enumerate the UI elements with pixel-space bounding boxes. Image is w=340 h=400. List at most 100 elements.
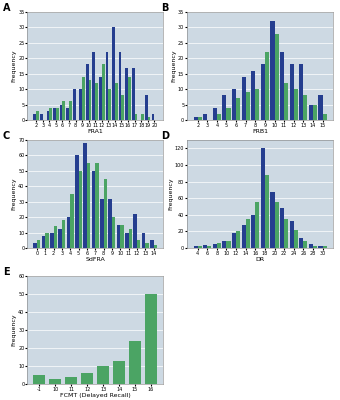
- Bar: [194, 117, 198, 120]
- Bar: [121, 95, 124, 120]
- Bar: [271, 192, 274, 248]
- Bar: [99, 77, 102, 120]
- Bar: [33, 243, 37, 248]
- Bar: [79, 171, 82, 248]
- Bar: [56, 108, 58, 120]
- Bar: [261, 148, 265, 248]
- Bar: [59, 104, 62, 120]
- Bar: [53, 226, 57, 248]
- Bar: [141, 114, 144, 120]
- Bar: [299, 64, 303, 120]
- Bar: [89, 80, 91, 120]
- Bar: [284, 219, 288, 248]
- Bar: [255, 202, 259, 248]
- Bar: [145, 243, 149, 248]
- Bar: [294, 89, 298, 120]
- Bar: [92, 52, 95, 120]
- X-axis label: DR: DR: [256, 257, 265, 262]
- Y-axis label: Frequency: Frequency: [12, 50, 17, 82]
- Bar: [203, 245, 207, 248]
- Bar: [271, 21, 274, 120]
- Y-axis label: Frequency: Frequency: [168, 178, 173, 210]
- Bar: [104, 178, 107, 248]
- Bar: [255, 89, 259, 120]
- Bar: [73, 89, 75, 120]
- Bar: [226, 241, 231, 248]
- Bar: [70, 194, 74, 248]
- Y-axis label: Frequency: Frequency: [12, 314, 17, 346]
- Bar: [112, 28, 115, 120]
- Bar: [313, 104, 317, 120]
- Bar: [62, 220, 65, 248]
- Bar: [112, 217, 115, 248]
- Bar: [280, 208, 284, 248]
- Bar: [83, 143, 87, 248]
- Bar: [251, 71, 255, 120]
- Bar: [213, 244, 217, 248]
- Bar: [323, 114, 326, 120]
- Bar: [294, 230, 298, 248]
- Bar: [36, 111, 39, 120]
- Bar: [133, 214, 137, 248]
- Bar: [81, 373, 93, 384]
- Bar: [232, 89, 236, 120]
- Bar: [86, 64, 89, 120]
- Bar: [236, 231, 240, 248]
- Bar: [95, 163, 99, 248]
- Text: E: E: [3, 267, 9, 277]
- Bar: [50, 232, 53, 248]
- Bar: [129, 230, 132, 248]
- Bar: [217, 114, 221, 120]
- Bar: [203, 114, 207, 120]
- Y-axis label: Frequency: Frequency: [12, 178, 17, 210]
- Bar: [47, 111, 49, 120]
- Bar: [142, 232, 145, 248]
- X-axis label: FRB1: FRB1: [252, 129, 268, 134]
- Bar: [207, 246, 211, 248]
- Bar: [309, 244, 313, 248]
- Bar: [284, 83, 288, 120]
- Bar: [323, 246, 326, 248]
- Y-axis label: Frequency: Frequency: [172, 50, 176, 82]
- Bar: [242, 77, 246, 120]
- Bar: [194, 246, 198, 248]
- Bar: [65, 377, 77, 384]
- Bar: [75, 156, 79, 248]
- Bar: [119, 52, 121, 120]
- Bar: [309, 104, 313, 120]
- Bar: [303, 95, 307, 120]
- Bar: [246, 219, 250, 248]
- Bar: [242, 225, 246, 248]
- Bar: [132, 68, 135, 120]
- Bar: [58, 230, 62, 248]
- Bar: [236, 98, 240, 120]
- Bar: [92, 171, 95, 248]
- Bar: [274, 34, 278, 120]
- Bar: [213, 108, 217, 120]
- Bar: [40, 114, 43, 120]
- Bar: [222, 95, 226, 120]
- Bar: [251, 215, 255, 248]
- Bar: [198, 246, 202, 248]
- Bar: [152, 114, 154, 120]
- Bar: [45, 232, 49, 248]
- Bar: [102, 64, 104, 120]
- Bar: [290, 64, 294, 120]
- Text: A: A: [3, 3, 10, 13]
- Bar: [33, 114, 36, 120]
- Bar: [222, 241, 226, 248]
- Bar: [280, 52, 284, 120]
- Bar: [265, 175, 269, 248]
- Bar: [62, 102, 65, 120]
- Bar: [226, 108, 231, 120]
- Text: C: C: [3, 131, 10, 141]
- Bar: [49, 378, 61, 384]
- Bar: [125, 68, 128, 120]
- Bar: [49, 108, 52, 120]
- Bar: [299, 238, 303, 248]
- Bar: [145, 95, 148, 120]
- Bar: [154, 245, 157, 248]
- Bar: [108, 199, 112, 248]
- Bar: [33, 375, 45, 384]
- Bar: [67, 217, 70, 248]
